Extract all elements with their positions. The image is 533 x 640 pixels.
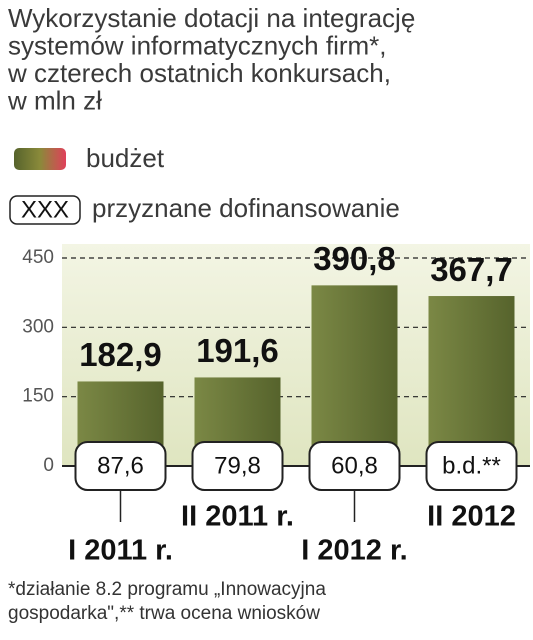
x-tick-label: I 2011 r.	[68, 535, 173, 567]
y-tick-label: 450	[22, 247, 54, 268]
funding-label: 87,6	[97, 452, 144, 479]
funding-label: b.d.**	[442, 452, 501, 479]
chart-title: w mln zł	[7, 85, 102, 115]
funding-label: 60,8	[331, 452, 378, 479]
footnote: gospodarka",** trwa ocena wniosków	[8, 603, 320, 624]
x-tick-label: I 2012 r.	[301, 535, 407, 567]
legend-swatch	[14, 148, 66, 170]
y-tick-label: 0	[43, 455, 54, 476]
value-label: 367,7	[430, 251, 513, 288]
chart-title: w czterech ostatnich konkursach,	[7, 58, 391, 88]
funding-box	[425, 441, 518, 491]
chart-title: systemów informatycznych firm*,	[8, 30, 387, 60]
y-tick-label: 300	[22, 316, 54, 337]
funding-box	[191, 441, 284, 491]
x-tick-label: II 2011 r.	[181, 501, 294, 533]
legend-box-label: XXX	[21, 196, 69, 223]
value-label: 390,8	[313, 240, 396, 277]
funding-label: 79,8	[214, 452, 261, 479]
x-tick-label: II 2012	[427, 501, 516, 533]
footnote: *działanie 8.2 programu „Innowacyjna	[8, 579, 326, 600]
legend-box	[9, 195, 81, 225]
bar	[428, 296, 515, 466]
legend-label: przyznane dofinansowanie	[92, 193, 400, 223]
bar	[311, 285, 398, 466]
value-label: 191,6	[196, 332, 279, 369]
value-label: 182,9	[79, 336, 162, 373]
y-tick-label: 150	[22, 386, 54, 407]
legend-label: budżet	[86, 143, 165, 173]
chart-title: Wykorzystanie dotacji na integrację	[8, 3, 415, 33]
